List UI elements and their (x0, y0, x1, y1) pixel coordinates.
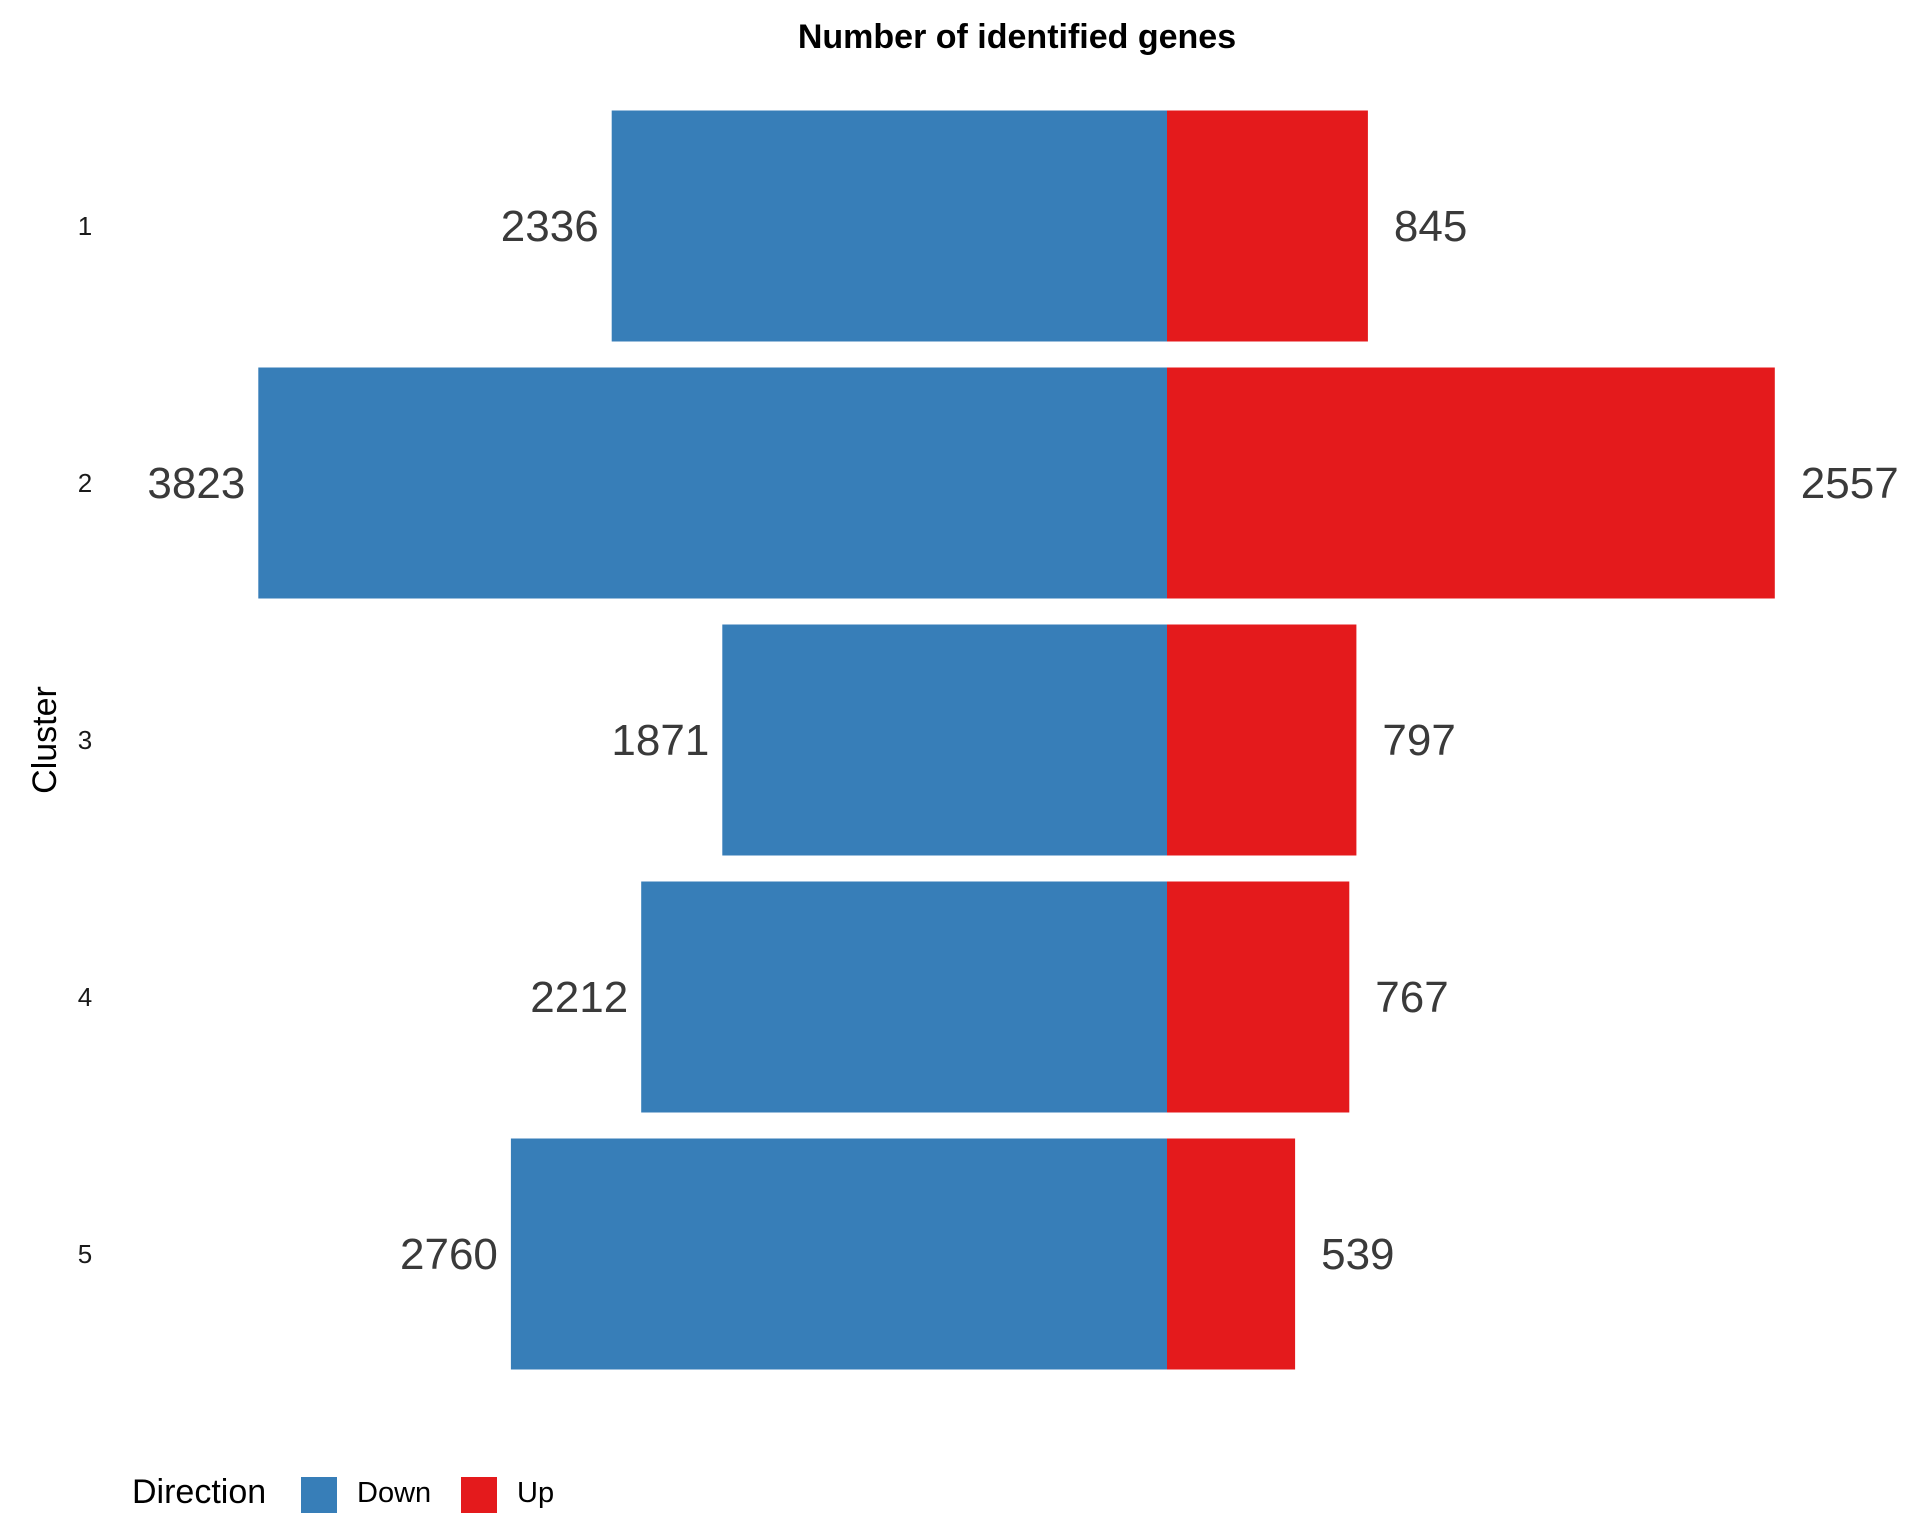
bar-up-cluster-1 (1167, 110, 1368, 342)
data-label-down-cluster-3: 1871 (611, 716, 709, 765)
bars (258, 110, 1775, 1370)
bar-up-cluster-5 (1167, 1138, 1296, 1370)
bar-up-cluster-3 (1167, 624, 1357, 856)
legend-swatch-down (301, 1477, 337, 1513)
data-label-up-cluster-3: 797 (1382, 716, 1455, 765)
y-tick-label-1: 1 (78, 211, 92, 241)
bar-down-cluster-5 (510, 1138, 1167, 1370)
data-label-down-cluster-1: 2336 (501, 202, 599, 251)
data-label-up-cluster-4: 767 (1375, 973, 1448, 1022)
bar-down-cluster-1 (611, 110, 1167, 342)
data-label-down-cluster-2: 3823 (147, 459, 245, 508)
data-label-up-cluster-1: 845 (1394, 202, 1467, 251)
y-tick-label-3: 3 (78, 725, 92, 755)
y-axis-ticks: 1 2 3 4 5 (78, 211, 92, 1269)
legend-title: Direction (132, 1473, 266, 1511)
y-tick-label-2: 2 (78, 468, 92, 498)
data-label-down-cluster-4: 2212 (530, 973, 628, 1022)
data-label-down-cluster-5: 2760 (400, 1230, 498, 1279)
y-tick-label-5: 5 (78, 1239, 92, 1269)
legend-label-down: Down (357, 1477, 431, 1509)
bar-down-cluster-2 (258, 367, 1167, 599)
bar-down-cluster-3 (722, 624, 1167, 856)
data-label-up-cluster-2: 2557 (1801, 459, 1899, 508)
y-axis-title: Cluster (26, 686, 64, 794)
legend-label-up: Up (517, 1477, 554, 1509)
legend-swatch-up (461, 1477, 497, 1513)
data-labels: 2336 845 3823 2557 1871 797 2212 767 2760 539 (147, 202, 1898, 1279)
y-tick-label-4: 4 (78, 982, 92, 1012)
legend: Direction Down Up (132, 1473, 554, 1513)
bar-down-cluster-4 (641, 881, 1167, 1113)
chart-title: Number of identified genes (798, 18, 1236, 56)
data-label-up-cluster-5: 539 (1321, 1230, 1394, 1279)
bar-up-cluster-4 (1167, 881, 1350, 1113)
bar-up-cluster-2 (1167, 367, 1775, 599)
